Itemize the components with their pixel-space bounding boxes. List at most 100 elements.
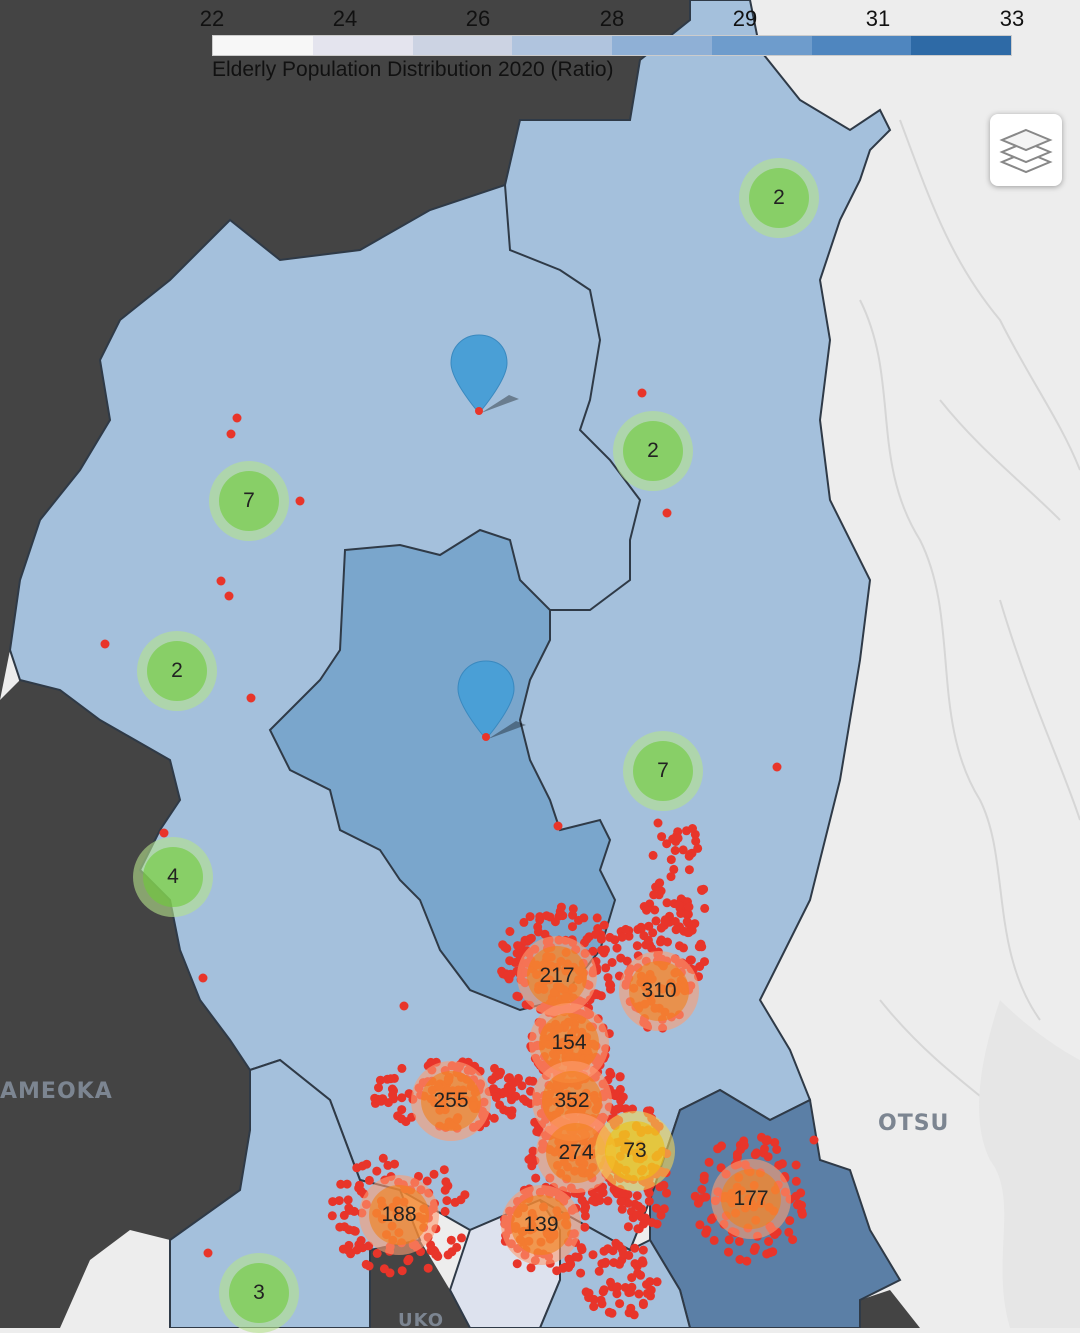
point-marker[interactable] bbox=[724, 1235, 734, 1245]
point-marker[interactable] bbox=[592, 913, 602, 923]
point-marker[interactable] bbox=[630, 1243, 640, 1253]
point-marker[interactable] bbox=[342, 1179, 352, 1189]
point-marker[interactable] bbox=[688, 824, 697, 833]
point-marker[interactable] bbox=[644, 1196, 654, 1206]
point-marker[interactable] bbox=[673, 833, 683, 843]
point-marker[interactable] bbox=[701, 1228, 711, 1238]
point-marker[interactable] bbox=[576, 1243, 586, 1253]
marker-cluster[interactable]: 188 bbox=[359, 1175, 439, 1255]
point-marker[interactable] bbox=[487, 1075, 497, 1085]
point-marker[interactable] bbox=[632, 1210, 641, 1220]
point-marker[interactable] bbox=[791, 1176, 801, 1186]
point-marker[interactable] bbox=[350, 1226, 360, 1236]
point-marker[interactable] bbox=[651, 1203, 661, 1213]
point-marker[interactable] bbox=[397, 1093, 407, 1103]
point-marker[interactable] bbox=[364, 1175, 374, 1185]
point-marker[interactable] bbox=[577, 1195, 587, 1205]
point-marker[interactable] bbox=[505, 956, 515, 966]
point-marker[interactable] bbox=[507, 1106, 517, 1116]
point-marker[interactable] bbox=[784, 1227, 794, 1237]
point-marker[interactable] bbox=[612, 943, 622, 953]
point-marker[interactable] bbox=[457, 1233, 466, 1243]
point-marker[interactable] bbox=[517, 1081, 527, 1091]
point-marker[interactable] bbox=[637, 388, 647, 398]
point-marker[interactable] bbox=[772, 762, 782, 772]
point-marker[interactable] bbox=[489, 1084, 498, 1094]
point-marker[interactable] bbox=[519, 917, 529, 927]
point-marker[interactable] bbox=[518, 1094, 528, 1104]
point-marker[interactable] bbox=[750, 1150, 760, 1160]
point-marker[interactable] bbox=[809, 1135, 819, 1145]
point-marker[interactable] bbox=[648, 850, 658, 860]
point-marker[interactable] bbox=[609, 1258, 619, 1268]
point-marker[interactable] bbox=[788, 1235, 798, 1245]
point-marker[interactable] bbox=[679, 943, 688, 953]
point-marker[interactable] bbox=[589, 1294, 599, 1304]
point-marker[interactable] bbox=[452, 1242, 462, 1252]
point-marker[interactable] bbox=[396, 1114, 406, 1124]
layers-control-button[interactable] bbox=[990, 114, 1062, 186]
point-marker[interactable] bbox=[791, 1160, 801, 1170]
point-marker[interactable] bbox=[750, 1243, 760, 1252]
point-marker[interactable] bbox=[645, 1277, 655, 1287]
point-marker[interactable] bbox=[617, 1204, 627, 1214]
point-marker[interactable] bbox=[339, 1210, 349, 1220]
point-marker[interactable] bbox=[656, 1210, 666, 1220]
point-marker[interactable] bbox=[159, 828, 169, 838]
point-marker[interactable] bbox=[636, 1270, 646, 1280]
point-marker[interactable] bbox=[612, 1189, 622, 1199]
point-marker[interactable] bbox=[612, 1283, 622, 1293]
point-marker[interactable] bbox=[372, 1166, 382, 1176]
point-marker[interactable] bbox=[429, 1169, 439, 1179]
point-marker[interactable] bbox=[704, 1157, 714, 1167]
point-marker[interactable] bbox=[354, 1183, 364, 1193]
point-marker[interactable] bbox=[623, 1198, 633, 1208]
point-marker[interactable] bbox=[734, 1236, 744, 1246]
point-marker[interactable] bbox=[647, 1218, 657, 1227]
point-marker[interactable] bbox=[335, 1222, 345, 1232]
point-marker[interactable] bbox=[556, 902, 566, 912]
point-marker[interactable] bbox=[663, 937, 672, 947]
marker-cluster[interactable]: 7 bbox=[209, 461, 289, 541]
point-marker[interactable] bbox=[662, 508, 672, 518]
point-marker[interactable] bbox=[656, 923, 666, 933]
point-marker[interactable] bbox=[589, 1302, 599, 1312]
point-marker[interactable] bbox=[576, 1268, 586, 1278]
point-marker[interactable] bbox=[674, 900, 684, 910]
point-marker[interactable] bbox=[643, 935, 653, 945]
point-marker[interactable] bbox=[614, 1241, 624, 1251]
point-marker[interactable] bbox=[632, 1191, 642, 1201]
point-marker[interactable] bbox=[651, 916, 661, 926]
point-marker[interactable] bbox=[796, 1188, 806, 1198]
point-marker[interactable] bbox=[440, 1185, 450, 1195]
point-marker[interactable] bbox=[701, 1192, 711, 1202]
point-marker[interactable] bbox=[526, 933, 536, 943]
marker-cluster[interactable]: 7 bbox=[623, 731, 703, 811]
point-marker[interactable] bbox=[512, 948, 522, 958]
point-marker[interactable] bbox=[619, 1249, 628, 1259]
point-marker[interactable] bbox=[295, 496, 305, 506]
marker-cluster[interactable]: 310 bbox=[619, 951, 699, 1031]
point-marker[interactable] bbox=[634, 1201, 643, 1211]
location-pin-marker[interactable] bbox=[456, 659, 526, 743]
point-marker[interactable] bbox=[361, 1259, 371, 1269]
point-marker[interactable] bbox=[619, 1188, 629, 1198]
point-marker[interactable] bbox=[386, 1074, 396, 1084]
point-marker[interactable] bbox=[642, 905, 651, 915]
point-marker[interactable] bbox=[198, 973, 208, 983]
point-marker[interactable] bbox=[742, 1256, 752, 1266]
point-marker[interactable] bbox=[657, 832, 667, 842]
point-marker[interactable] bbox=[599, 1285, 609, 1295]
point-marker[interactable] bbox=[735, 1255, 745, 1264]
point-marker[interactable] bbox=[450, 1197, 460, 1207]
point-marker[interactable] bbox=[739, 1136, 749, 1146]
point-marker[interactable] bbox=[649, 890, 659, 900]
point-marker[interactable] bbox=[375, 1075, 385, 1085]
point-marker[interactable] bbox=[670, 846, 680, 855]
point-marker[interactable] bbox=[670, 917, 680, 926]
point-marker[interactable] bbox=[494, 1070, 504, 1080]
point-marker[interactable] bbox=[763, 1152, 773, 1162]
point-marker[interactable] bbox=[678, 845, 688, 855]
point-marker[interactable] bbox=[603, 1244, 613, 1254]
point-marker[interactable] bbox=[426, 1240, 436, 1250]
